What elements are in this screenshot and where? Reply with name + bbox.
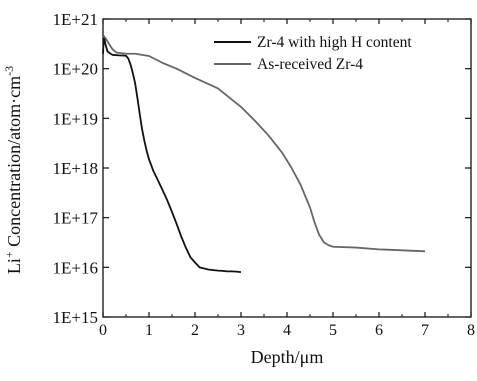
y-tick-label: 1E+18 — [53, 159, 98, 178]
y-tick-label: 1E+16 — [53, 258, 98, 277]
y-tick-label: 1E+21 — [53, 10, 98, 29]
series-line-1 — [102, 35, 242, 274]
y-axis-label: Li+ Concentration/atom·cm-3 — [2, 66, 24, 274]
series-line-2 — [102, 35, 426, 253]
x-tick-label: 8 — [467, 322, 475, 339]
legend-label-2: As-received Zr-4 — [257, 56, 363, 73]
y-axis-label-main: Li — [4, 258, 24, 274]
y-axis-label-exp: -3 — [2, 66, 16, 76]
axes-layer: 0 1 2 3 4 5 6 7 8 1E+15 1E+16 1E+17 1E+18 1E+19 1E+20 1… — [2, 10, 475, 367]
y-axis-label-sup: + — [2, 251, 16, 258]
x-tick-label: 7 — [421, 322, 429, 339]
y-axis-label-rest: Concentration/atom·cm — [4, 76, 24, 251]
legend-label-1: Zr-4 with high H content — [257, 34, 412, 51]
y-tick-label: 1E+20 — [53, 60, 98, 79]
x-tick-label: 0 — [99, 322, 107, 339]
x-tick-label: 2 — [191, 322, 199, 339]
x-tick-label: 4 — [283, 322, 291, 339]
x-tick-label: 5 — [329, 322, 337, 339]
x-tick-label: 1 — [145, 322, 153, 339]
x-tick-label: 3 — [237, 322, 245, 339]
legend: Zr-4 with high H content As-received Zr-4 — [214, 34, 412, 73]
x-tick-label: 6 — [375, 322, 383, 339]
x-axis-label: Depth/μm — [251, 347, 324, 367]
y-tick-label: 1E+15 — [53, 308, 98, 327]
y-tick-label: 1E+19 — [53, 109, 98, 128]
series-layer — [102, 35, 426, 274]
y-tick-label: 1E+17 — [53, 209, 99, 228]
